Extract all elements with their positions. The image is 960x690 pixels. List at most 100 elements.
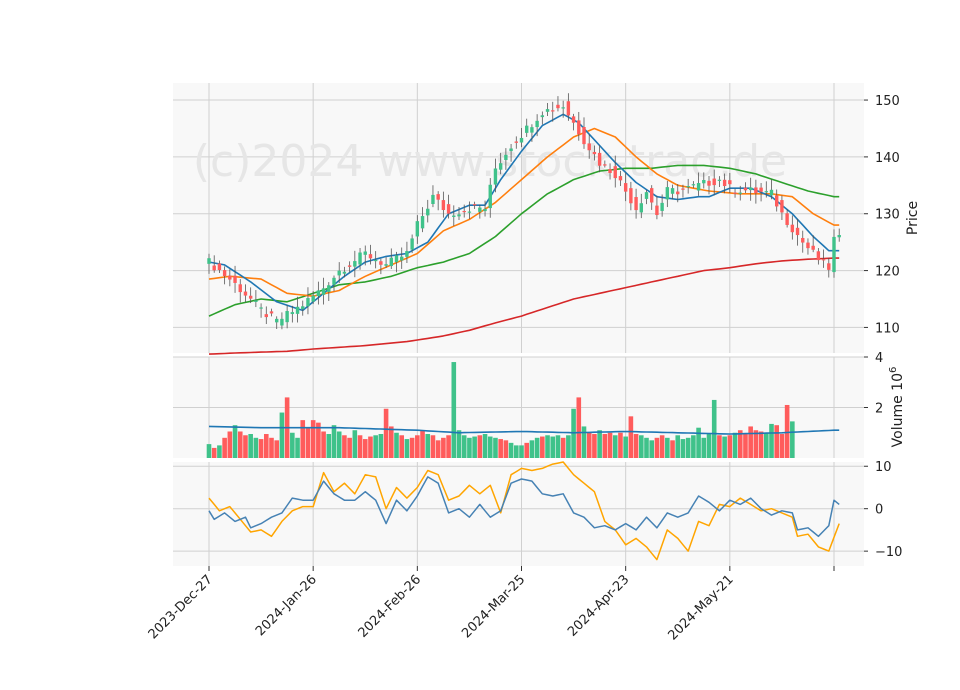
candle-body: [436, 194, 440, 200]
volume-bar: [748, 426, 753, 458]
volume-bar: [665, 437, 670, 458]
volume-bar: [727, 435, 733, 458]
candle-body: [410, 238, 414, 250]
x-axis-tick-label: 2024-May-21: [665, 572, 736, 643]
volume-bar: [435, 440, 441, 458]
candle-body: [363, 251, 367, 255]
volume-bar: [243, 435, 248, 458]
candle-body: [613, 166, 617, 179]
volume-bar: [316, 422, 321, 458]
volume-bar: [368, 436, 373, 458]
volume-bar: [378, 434, 384, 458]
volume-bar: [519, 445, 524, 458]
candle-body: [655, 205, 659, 216]
candle-body: [358, 252, 362, 265]
volume-bar: [211, 447, 217, 458]
candle-body: [321, 288, 326, 295]
candle-body: [441, 200, 446, 211]
candle-body: [217, 263, 222, 271]
volume-bar: [222, 437, 227, 458]
candle-body: [342, 271, 347, 274]
volume-bar: [534, 437, 540, 458]
candle-body: [738, 192, 742, 194]
candle-body: [212, 265, 216, 271]
oscillator-line-orange: [208, 461, 840, 561]
candle-body: [446, 204, 451, 214]
volume-bar: [295, 437, 300, 458]
volume-bar: [576, 397, 582, 458]
candle-body: [488, 184, 492, 209]
candle-body: [535, 120, 539, 128]
volume-bar: [774, 425, 780, 458]
candle-body: [327, 285, 331, 292]
candle-body: [743, 187, 748, 191]
candle-body: [530, 127, 534, 133]
volume-bar: [451, 362, 457, 458]
x-axis: 2023-Dec-27 2024-Jan-26 2024-Feb-26 2024-Ma…: [146, 566, 835, 643]
candle-body: [561, 107, 565, 109]
candle-body: [764, 191, 768, 193]
x-axis-tick-label: 2024-Apr-23: [565, 572, 632, 639]
osc-axis-tick-label: 10: [875, 460, 892, 475]
volume-bar: [612, 435, 618, 458]
candle-body: [665, 187, 670, 200]
candle-body: [301, 306, 305, 310]
osc-axis-tick-label: −10: [875, 545, 902, 560]
price-axis-title: Price: [905, 201, 921, 235]
candle-body: [243, 291, 248, 296]
volume-bar: [237, 431, 243, 458]
price-axis-tick-label: 140: [875, 151, 900, 166]
volume-bar: [758, 431, 764, 458]
volume-bar: [545, 435, 550, 458]
candle-body: [608, 169, 612, 174]
volume-bar: [456, 430, 462, 458]
candle-body: [504, 154, 508, 161]
volume-bar: [404, 439, 410, 458]
candle-body: [639, 203, 643, 213]
volume-bar: [263, 434, 269, 458]
candle-body: [337, 270, 341, 276]
volume-bar: [680, 439, 686, 458]
volume-bar: [638, 435, 644, 458]
candle-body: [394, 255, 399, 263]
volume-bar: [373, 435, 378, 458]
volume-bar: [649, 440, 655, 458]
volume-bar: [477, 435, 483, 458]
volume-bar: [524, 442, 530, 458]
candle-body: [577, 120, 581, 135]
volume-panel: 2 4 Volume 106: [173, 351, 906, 458]
volume-bar: [472, 436, 477, 458]
volume-bar: [644, 437, 649, 458]
volume-bar: [607, 432, 613, 458]
volume-bar: [227, 431, 233, 458]
candle-body: [728, 180, 732, 185]
volume-bar: [685, 437, 691, 458]
candle-body: [373, 259, 378, 262]
volume-bar: [691, 435, 696, 458]
volume-axis-tick-label: 2: [875, 402, 883, 417]
volume-bar: [232, 425, 238, 458]
candle-body: [285, 311, 289, 323]
candle-body: [483, 208, 487, 212]
candle-body: [670, 188, 675, 194]
candle-body: [691, 184, 696, 186]
price-axis-tick-label: 120: [875, 265, 900, 280]
candle-body: [290, 312, 295, 315]
volume-bar: [415, 435, 420, 458]
volume-bar: [305, 427, 311, 458]
candle-body: [754, 187, 758, 194]
candle-body: [748, 187, 753, 191]
volume-bar: [352, 430, 358, 458]
candle-body: [623, 183, 628, 192]
volume-bar: [300, 420, 306, 458]
volume-bar: [675, 435, 681, 458]
candle-body: [582, 127, 586, 145]
volume-bar: [581, 426, 587, 458]
candle-body: [514, 141, 518, 143]
volume-bar: [425, 434, 431, 458]
candle-body: [478, 207, 482, 212]
candle-body: [462, 210, 466, 213]
volume-bar: [388, 426, 394, 458]
volume-bar: [441, 437, 446, 458]
candle-body: [306, 298, 310, 307]
